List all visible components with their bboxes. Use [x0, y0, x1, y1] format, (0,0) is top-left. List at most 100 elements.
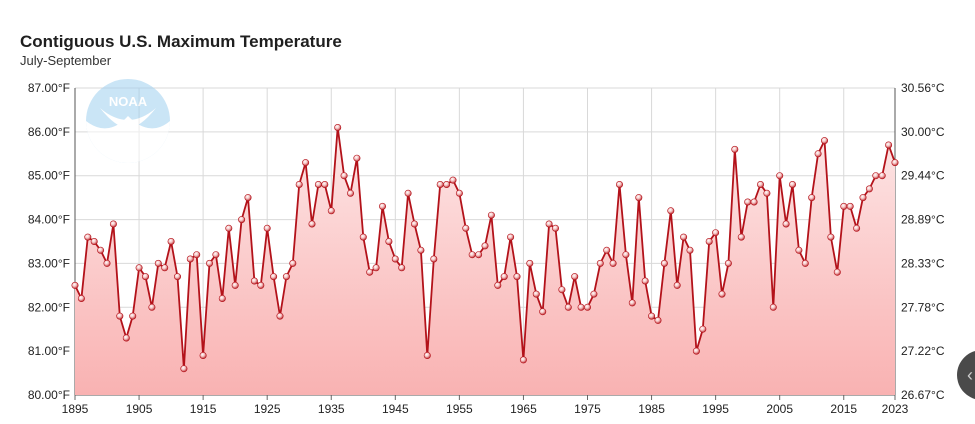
floating-action-button[interactable]: ‹ — [957, 350, 975, 400]
data-point[interactable] — [872, 172, 880, 180]
data-point[interactable] — [731, 145, 739, 153]
data-point[interactable] — [833, 268, 841, 276]
data-point[interactable] — [391, 255, 399, 263]
data-point[interactable] — [135, 264, 143, 272]
data-point[interactable] — [615, 181, 623, 189]
data-point[interactable] — [840, 202, 848, 210]
data-point[interactable] — [404, 189, 412, 197]
data-point[interactable] — [148, 303, 156, 311]
data-point[interactable] — [154, 259, 162, 267]
data-point[interactable] — [699, 325, 707, 333]
data-point[interactable] — [340, 172, 348, 180]
data-point[interactable] — [481, 242, 489, 250]
data-point[interactable] — [660, 259, 668, 267]
data-point[interactable] — [519, 356, 527, 364]
data-point[interactable] — [782, 220, 790, 228]
data-point[interactable] — [558, 286, 566, 294]
data-point[interactable] — [103, 259, 111, 267]
data-point[interactable] — [475, 251, 483, 259]
data-point[interactable] — [788, 181, 796, 189]
data-point[interactable] — [635, 194, 643, 202]
data-point[interactable] — [142, 273, 150, 281]
data-point[interactable] — [513, 273, 521, 281]
data-point[interactable] — [321, 181, 329, 189]
data-point[interactable] — [551, 224, 559, 232]
data-point[interactable] — [372, 264, 380, 272]
data-point[interactable] — [167, 238, 175, 246]
data-point[interactable] — [539, 308, 547, 316]
data-point[interactable] — [712, 229, 720, 237]
data-point[interactable] — [680, 233, 688, 241]
data-point[interactable] — [596, 259, 604, 267]
data-point[interactable] — [129, 312, 137, 320]
data-point[interactable] — [724, 259, 732, 267]
data-point[interactable] — [455, 189, 463, 197]
data-point[interactable] — [846, 202, 854, 210]
data-point[interactable] — [90, 238, 98, 246]
data-point[interactable] — [667, 207, 675, 215]
data-point[interactable] — [116, 312, 124, 320]
data-point[interactable] — [622, 251, 630, 259]
data-point[interactable] — [410, 220, 418, 228]
data-point[interactable] — [648, 312, 656, 320]
data-point[interactable] — [77, 294, 85, 302]
data-point[interactable] — [289, 259, 297, 267]
data-point[interactable] — [443, 181, 451, 189]
data-point[interactable] — [276, 312, 284, 320]
data-point[interactable] — [180, 365, 188, 373]
data-point[interactable] — [564, 303, 572, 311]
data-point[interactable] — [654, 316, 662, 324]
data-point[interactable] — [282, 273, 290, 281]
data-point[interactable] — [820, 137, 828, 145]
data-point[interactable] — [686, 246, 694, 254]
data-point[interactable] — [853, 224, 861, 232]
data-point[interactable] — [398, 264, 406, 272]
data-point[interactable] — [263, 224, 271, 232]
data-point[interactable] — [603, 246, 611, 254]
data-point[interactable] — [359, 233, 367, 241]
data-point[interactable] — [378, 202, 386, 210]
data-point[interactable] — [250, 277, 258, 285]
data-point[interactable] — [801, 259, 809, 267]
data-point[interactable] — [468, 251, 476, 259]
data-point[interactable] — [859, 194, 867, 202]
data-point[interactable] — [744, 198, 752, 206]
data-point[interactable] — [186, 255, 194, 263]
data-point[interactable] — [705, 238, 713, 246]
data-point[interactable] — [430, 255, 438, 263]
data-point[interactable] — [84, 233, 92, 241]
data-point[interactable] — [769, 303, 777, 311]
data-point[interactable] — [808, 194, 816, 202]
data-point[interactable] — [814, 150, 822, 158]
data-point[interactable] — [308, 220, 316, 228]
data-point[interactable] — [526, 259, 534, 267]
data-point[interactable] — [494, 281, 502, 289]
data-point[interactable] — [212, 251, 220, 259]
data-point[interactable] — [827, 233, 835, 241]
data-point[interactable] — [583, 303, 591, 311]
data-point[interactable] — [366, 268, 374, 276]
chevron-icon[interactable]: ‹ — [967, 365, 973, 385]
data-point[interactable] — [571, 273, 579, 281]
data-point[interactable] — [244, 194, 252, 202]
data-point[interactable] — [628, 299, 636, 307]
data-point[interactable] — [436, 181, 444, 189]
data-point[interactable] — [878, 172, 886, 180]
data-point[interactable] — [122, 334, 130, 342]
data-point[interactable] — [295, 181, 303, 189]
data-point[interactable] — [718, 290, 726, 298]
data-point[interactable] — [423, 351, 431, 359]
data-point[interactable] — [763, 189, 771, 197]
data-point[interactable] — [225, 224, 233, 232]
data-point[interactable] — [737, 233, 745, 241]
data-point[interactable] — [462, 224, 470, 232]
data-point[interactable] — [885, 141, 893, 149]
data-point[interactable] — [449, 176, 457, 184]
data-point[interactable] — [257, 281, 265, 289]
data-point[interactable] — [314, 181, 322, 189]
data-point[interactable] — [577, 303, 585, 311]
data-point[interactable] — [334, 124, 342, 132]
data-point[interactable] — [673, 281, 681, 289]
data-point[interactable] — [776, 172, 784, 180]
data-point[interactable] — [231, 281, 239, 289]
